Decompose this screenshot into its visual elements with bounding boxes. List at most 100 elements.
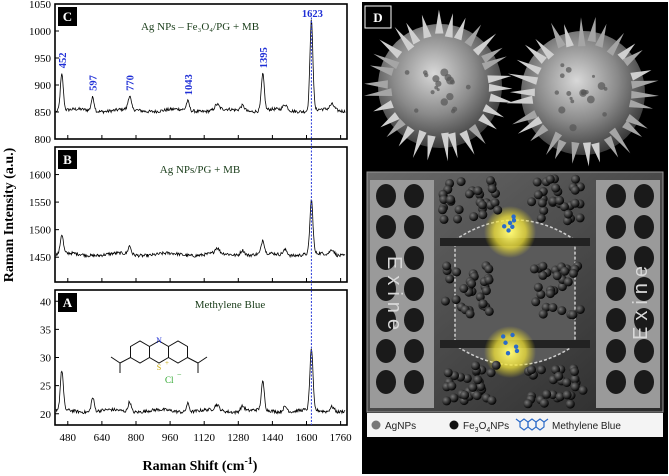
fe3o4-nanoparticle (475, 292, 485, 302)
fe3o4-nanoparticle (442, 261, 452, 271)
pollen-pore (440, 98, 448, 106)
fe3o4-nanoparticle (527, 365, 536, 375)
fe3o4-nanoparticle (555, 195, 565, 205)
pollen-spine (606, 32, 625, 56)
fe3o4-nanoparticle (486, 368, 496, 378)
pollen-pore (570, 99, 575, 104)
exine-pore (376, 370, 396, 394)
fe3o4-nanoparticle (541, 302, 551, 312)
exine-pore (606, 184, 626, 208)
pollen-spine (447, 132, 458, 159)
fe3o4-nanoparticle (460, 390, 470, 400)
spectrum-title: Ag NPs – Fe₃O₄/PG + MB (141, 21, 259, 33)
panel-letter-box (58, 293, 77, 312)
pollen-spine (530, 124, 549, 142)
pollen-pore (465, 84, 471, 90)
pollen-spine (380, 112, 400, 128)
pollen-pore (565, 66, 572, 73)
fe3o4-nanoparticle (465, 309, 475, 319)
peak-label: 1395 (259, 47, 270, 68)
pollen-spine (609, 127, 631, 154)
fe3o4-nanoparticle (476, 382, 486, 392)
mb-molecule (500, 334, 506, 339)
panel-d-letter-box (364, 5, 392, 29)
pollen-spine (622, 50, 643, 67)
mb-molecule (514, 348, 520, 354)
exine-pore (634, 215, 654, 239)
pollen-pore (554, 90, 559, 95)
fe3o4-nanoparticle (529, 264, 539, 274)
exine-pore (606, 277, 626, 301)
pollen-spine (582, 142, 591, 167)
y-tick-label: 1600 (29, 170, 52, 182)
pollen-spine (421, 14, 432, 39)
y-tick-label: 850 (35, 107, 52, 119)
fe3o4-nanoparticle (548, 303, 558, 312)
sem-pollen-image (363, 9, 659, 167)
fe3o4-nanoparticle (538, 270, 548, 280)
y-tick-label: 800 (35, 134, 52, 146)
fe3o4-nanoparticle (565, 399, 575, 409)
fe3o4-nanoparticle (560, 202, 569, 212)
x-tick-label: 1760 (330, 432, 353, 444)
fe3o4-nanoparticle (478, 210, 488, 220)
fe3o4-nanoparticle (563, 209, 573, 219)
mb-molecule (505, 351, 511, 356)
y-tick-label: 1550 (29, 197, 52, 209)
exine-label-right: Exine (630, 260, 652, 340)
pollen-pore (444, 74, 452, 82)
x-tick-label: 1600 (296, 432, 319, 444)
fe3o4-nanoparticle (523, 399, 533, 409)
spectrum-line (55, 348, 346, 416)
mb-molecule (506, 228, 511, 233)
fe3o4-nanoparticle (575, 213, 585, 223)
pollen-spine (468, 124, 486, 144)
fe3o4-nanoparticle (453, 214, 462, 224)
y-tick-label: 25 (40, 381, 52, 393)
pollen-spine (622, 120, 643, 138)
panel-letter-box (58, 150, 77, 169)
fe3o4-nanoparticle (478, 299, 488, 309)
fe3o4-nanoparticle (484, 264, 494, 274)
fe3o4-nanoparticle (467, 279, 477, 289)
fe3o4-nanoparticle (563, 216, 572, 226)
exine-schematic: Exine Exine (366, 171, 664, 413)
mb-molecule (511, 218, 517, 223)
fe3o4-nanoparticle (451, 295, 461, 305)
exine-pore (606, 215, 626, 239)
pollen-pore (414, 108, 419, 113)
panel-d: D Exine Exine AgNPs F (362, 2, 668, 474)
mb-molecule (510, 224, 515, 230)
pollen-spine (373, 100, 394, 112)
fe3o4-nanoparticle (439, 214, 449, 224)
pollen-pore (452, 106, 458, 112)
pollen-spine (625, 113, 648, 129)
fe3o4-nanoparticle (484, 306, 494, 316)
fe3o4-nanoparticle (563, 277, 573, 287)
fe3o4-nanoparticle (555, 392, 565, 402)
panel-a: 20 25 30 35 40 A Methylene Blue N S + Cl− (40, 289, 348, 426)
exine-pore (376, 246, 396, 270)
pollen-spine (571, 141, 580, 164)
fe3o4-nanoparticle (464, 189, 474, 199)
fe3o4-nanoparticle (447, 381, 457, 391)
spectrum-title: Methylene Blue (195, 299, 266, 311)
pollen-spine (488, 83, 513, 92)
mb-molecule (510, 332, 515, 338)
exine-pore (634, 370, 654, 394)
fe3o4-nanoparticle (486, 176, 495, 185)
pollen-spine (373, 53, 400, 69)
pollen-spine (631, 90, 659, 99)
pollen-spine (441, 132, 449, 162)
exine-pore (404, 308, 424, 332)
spectrum-title: Ag NPs/PG + MB (160, 164, 240, 176)
fe3o4-nanoparticle (531, 297, 541, 307)
fe3o4-nanoparticle (438, 205, 447, 215)
pollen-spine (472, 33, 497, 56)
panel-d-legend: AgNPs Fe3O4NPs Methylene Blue (367, 413, 663, 437)
exine-pore (634, 184, 654, 208)
peak-label: 452 (58, 52, 69, 68)
pollen-pore (603, 87, 608, 91)
exine-pore (404, 184, 424, 208)
